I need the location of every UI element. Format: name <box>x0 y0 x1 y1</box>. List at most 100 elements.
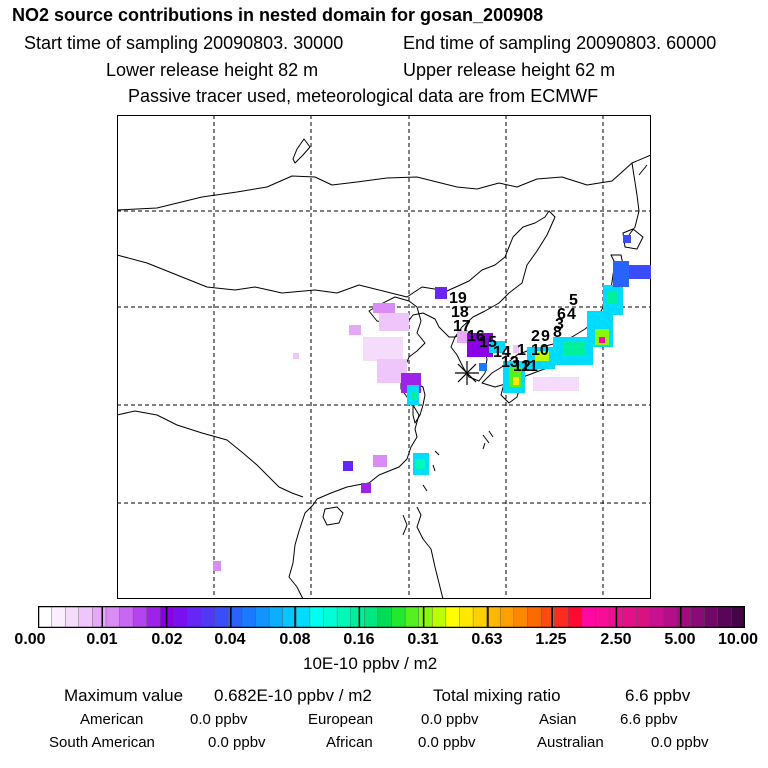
colorbar-swatch <box>568 606 583 628</box>
colorbar-swatch <box>649 606 665 628</box>
philippines <box>402 506 444 599</box>
colorbar-swatch <box>391 606 406 628</box>
colorbar-swatch <box>445 606 461 628</box>
source-label: 3 <box>555 316 564 333</box>
colorbar-swatch <box>663 606 678 628</box>
end-time-label: End time of sampling 20090803. 60000 <box>403 33 717 53</box>
concentration-cell <box>415 459 425 469</box>
colorbar-tick-label: 5.00 <box>664 631 696 648</box>
colorbar-swatch <box>323 606 338 628</box>
colorbar-swatch <box>146 606 161 628</box>
colorbar-tick-label: 0.08 <box>279 631 311 648</box>
region-name-australian: Australian <box>537 734 604 751</box>
colorbar-swatch <box>418 606 433 628</box>
concentration-cell <box>411 391 417 399</box>
concentration-cell <box>623 235 631 243</box>
source-label: 19 <box>449 290 467 307</box>
colorbar-tick-label: 0.31 <box>407 631 439 648</box>
colorbar <box>38 606 745 628</box>
source-label: 9 <box>541 328 550 345</box>
concentration-cell <box>361 483 371 493</box>
colorbar-swatch <box>472 606 488 628</box>
map-title: NO2 source contributions in nested domai… <box>12 5 544 25</box>
colorbar-swatch <box>350 606 365 628</box>
colorbar-swatch <box>690 606 705 628</box>
concentration-cell <box>513 345 519 353</box>
max-value-label: Maximum value <box>64 686 184 705</box>
total-mixing-ratio-value: 6.6 ppbv <box>625 686 691 705</box>
concentration-cell <box>629 265 651 279</box>
source-label: 10 <box>531 342 549 359</box>
concentration-field <box>213 235 651 571</box>
source-label: 13 <box>501 354 519 371</box>
colorbar-swatch <box>187 606 202 628</box>
region-value-european: 0.0 ppbv <box>421 711 479 728</box>
source-label: 11 <box>521 358 538 375</box>
colorbar-tick-label: 0.04 <box>214 631 246 648</box>
colorbar-tick-label: 0.00 <box>14 631 46 648</box>
colorbar-swatch <box>595 606 610 628</box>
colorbar-swatch <box>717 606 733 628</box>
concentration-cell <box>343 461 353 471</box>
source-label: 2 <box>531 328 540 345</box>
colorbar-frame <box>38 606 745 628</box>
source-label: 12 <box>513 358 531 375</box>
region-value-south-american: 0.0 ppbv <box>208 734 266 751</box>
source-label: 16 <box>467 328 485 345</box>
concentration-cell <box>467 333 493 357</box>
colorbar-tick-label: 0.01 <box>86 631 118 648</box>
southwest-border <box>117 410 304 498</box>
source-label: 6 <box>557 306 566 323</box>
concentration-cell <box>349 325 361 335</box>
colorbar-swatch <box>105 606 121 628</box>
colorbar-swatch <box>364 606 379 628</box>
source-label: 14 <box>493 344 511 361</box>
coastlines <box>117 138 651 599</box>
colorbar-swatch <box>486 606 501 628</box>
concentration-cell <box>513 377 519 385</box>
hainan <box>322 506 344 526</box>
region-value-asian: 6.6 ppbv <box>620 711 678 728</box>
asterisk-receptor-icon <box>455 361 479 385</box>
concentration-cell <box>457 331 469 343</box>
mongolia-china-border <box>117 210 556 338</box>
colorbar-swatch <box>78 606 93 628</box>
colorbar-swatch <box>581 606 597 628</box>
colorbar-swatch <box>459 606 474 628</box>
colorbar-tick-label: 2.50 <box>600 631 632 648</box>
colorbar-swatch <box>296 606 311 628</box>
colorbar-swatch <box>540 606 556 628</box>
region-value-american: 0.0 ppbv <box>190 711 248 728</box>
concentration-cell <box>607 291 617 303</box>
colorbar-swatch <box>432 606 447 628</box>
lower-release-height-label: Lower release height 82 m <box>106 60 319 80</box>
colorbar-swatch <box>268 606 284 628</box>
region-name-american: American <box>80 711 144 728</box>
concentration-cell <box>213 561 221 571</box>
colorbar-swatch <box>731 606 745 628</box>
russia-border <box>117 154 651 211</box>
source-label: 4 <box>567 306 576 323</box>
colorbar-tick-labels: 0.00 0.01 0.02 0.04 0.08 0.16 0.31 0.63 … <box>0 631 768 653</box>
upper-release-height-label: Upper release height 62 m <box>403 60 616 80</box>
tracer-note: Passive tracer used, meteorological data… <box>128 86 599 106</box>
colorbar-tick-label: 10.00 <box>717 631 759 648</box>
colorbar-swatch <box>554 606 569 628</box>
region-value-african: 0.0 ppbv <box>418 734 476 751</box>
colorbar-swatch <box>527 606 542 628</box>
source-label: 1 <box>517 342 526 359</box>
colorbar-swatch <box>636 606 651 628</box>
total-mixing-ratio-label: Total mixing ratio <box>433 686 561 705</box>
colorbar-swatch <box>377 606 393 628</box>
colorbar-swatch <box>38 606 53 628</box>
colorbar-swatch <box>404 606 420 628</box>
start-time-label: Start time of sampling 20090803. 30000 <box>24 33 344 53</box>
colorbar-tick-label: 0.63 <box>471 631 503 648</box>
colorbar-tick-label: 1.25 <box>535 631 567 648</box>
region-name-african: African <box>326 734 373 751</box>
colorbar-swatch <box>676 606 692 628</box>
sakhalin <box>628 162 648 236</box>
colorbar-swatch <box>241 606 257 628</box>
concentration-cell <box>563 341 585 355</box>
colorbar-swatch <box>64 606 80 628</box>
